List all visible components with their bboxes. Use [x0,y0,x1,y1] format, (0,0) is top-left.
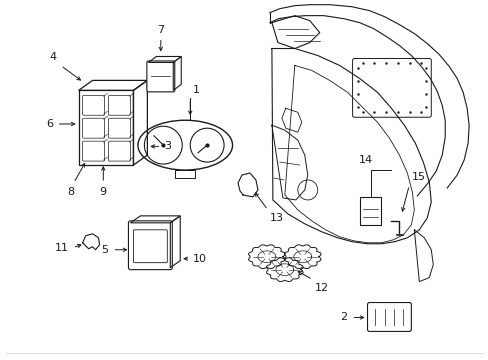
Text: 4: 4 [49,53,57,62]
Text: 12: 12 [314,283,328,293]
FancyBboxPatch shape [108,95,130,115]
Text: 15: 15 [410,172,425,182]
Text: 11: 11 [55,243,68,253]
Text: 5: 5 [102,245,108,255]
Text: 1: 1 [193,85,200,95]
FancyBboxPatch shape [108,141,130,161]
FancyBboxPatch shape [82,118,104,138]
Bar [359,197,381,225]
Text: 9: 9 [100,187,107,197]
Text: 10: 10 [193,254,207,264]
FancyBboxPatch shape [133,230,167,263]
FancyBboxPatch shape [108,118,130,138]
Bar [175,170,195,178]
Text: 14: 14 [358,155,372,165]
Text: 6: 6 [47,119,54,129]
Text: 7: 7 [157,24,164,35]
Text: 2: 2 [340,312,347,323]
FancyBboxPatch shape [128,221,172,270]
FancyBboxPatch shape [146,61,174,92]
FancyBboxPatch shape [82,95,104,115]
FancyBboxPatch shape [367,302,410,332]
Text: 3: 3 [164,141,171,152]
FancyBboxPatch shape [82,141,104,161]
Text: 8: 8 [67,187,74,197]
Text: 13: 13 [269,213,284,223]
